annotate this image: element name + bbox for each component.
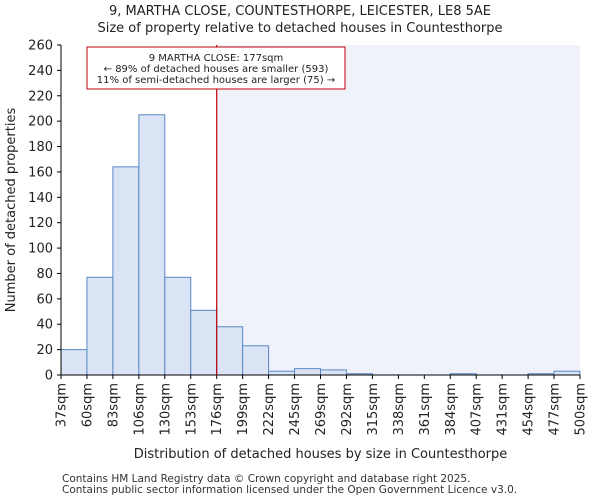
x-tick-label: 176sqm bbox=[210, 383, 225, 436]
annotation-box bbox=[86, 46, 346, 90]
annotation-line-2: ← 89% of detached houses are smaller (59… bbox=[104, 64, 329, 75]
x-tick-label: 384sqm bbox=[444, 383, 459, 436]
y-tick-label: 180 bbox=[28, 140, 53, 155]
y-tick-label: 200 bbox=[28, 115, 53, 130]
x-tick-label: 477sqm bbox=[548, 383, 563, 436]
bar-83sqm bbox=[112, 166, 140, 376]
y-tick-label: 80 bbox=[36, 267, 53, 282]
y-tick-label: 100 bbox=[28, 242, 53, 257]
bar-477sqm bbox=[553, 370, 581, 376]
x-tick-label: 500sqm bbox=[574, 383, 589, 436]
bar-269sqm bbox=[320, 369, 347, 376]
x-tick-label: 153sqm bbox=[184, 383, 199, 436]
x-tick-label: 315sqm bbox=[366, 383, 381, 436]
x-tick-label: 292sqm bbox=[340, 383, 355, 436]
x-tick-label: 454sqm bbox=[522, 383, 537, 436]
bar-106sqm bbox=[138, 114, 166, 376]
bar-60sqm bbox=[86, 276, 114, 376]
bar-199sqm bbox=[242, 345, 270, 376]
y-tick-label: 220 bbox=[28, 89, 53, 104]
x-tick-label: 361sqm bbox=[418, 383, 433, 436]
x-tick-label: 37sqm bbox=[55, 383, 70, 427]
y-tick-label: 40 bbox=[36, 318, 53, 333]
chart-title-address: 9, MARTHA CLOSE, COUNTESTHORPE, LEICESTE… bbox=[108, 4, 492, 19]
x-tick-label: 60sqm bbox=[80, 383, 95, 427]
y-tick-label: 160 bbox=[28, 165, 53, 180]
y-tick-label: 260 bbox=[28, 39, 53, 54]
annotation-line-1: 9 MARTHA CLOSE: 177sqm bbox=[149, 53, 284, 64]
x-tick-label: 431sqm bbox=[496, 383, 511, 436]
x-tick-label: 407sqm bbox=[470, 383, 485, 436]
bar-222sqm bbox=[268, 370, 296, 376]
bar-153sqm bbox=[190, 309, 218, 376]
bar-176sqm bbox=[216, 326, 244, 376]
x-axis-label: Distribution of detached houses by size … bbox=[134, 447, 508, 462]
x-tick-label: 338sqm bbox=[392, 383, 407, 436]
x-tick-label: 222sqm bbox=[262, 383, 277, 436]
footer-copyright: Contains HM Land Registry data © Crown c… bbox=[62, 473, 471, 485]
y-tick-label: 120 bbox=[28, 216, 53, 231]
y-axis: 0 20 40 60 80 100 120 140 160 180 200 220 240 260 bbox=[28, 39, 62, 384]
x-tick-label: 83sqm bbox=[106, 383, 121, 427]
x-tick-label: 245sqm bbox=[288, 383, 303, 436]
x-tick-label: 269sqm bbox=[314, 383, 329, 436]
chart-title: Size of property relative to detached ho… bbox=[97, 21, 503, 36]
bars-group bbox=[60, 114, 581, 376]
x-axis: 37sqm 60sqm 83sqm 106sqm 130sqm 153sqm 176sqm 1… bbox=[55, 374, 589, 436]
bar-37sqm bbox=[60, 349, 88, 376]
annotation-line-3: 11% of semi-detached houses are larger (… bbox=[97, 75, 335, 86]
bar-245sqm bbox=[294, 368, 321, 376]
x-tick-label: 106sqm bbox=[132, 383, 147, 436]
y-tick-label: 20 bbox=[36, 343, 53, 358]
y-tick-label: 240 bbox=[28, 64, 53, 79]
x-tick-label: 199sqm bbox=[236, 383, 251, 436]
footer-licence: Contains public sector information licen… bbox=[62, 484, 518, 496]
y-tick-label: 60 bbox=[36, 292, 53, 307]
x-tick-label: 130sqm bbox=[158, 383, 173, 436]
y-tick-label: 0 bbox=[45, 369, 53, 384]
marker-annotation: 9 MARTHA CLOSE: 177sqm← 89% of detached … bbox=[86, 46, 346, 90]
y-tick-label: 140 bbox=[28, 191, 53, 206]
highlight-region bbox=[216, 45, 580, 375]
bar-130sqm bbox=[164, 276, 192, 376]
y-axis-label: Number of detached properties bbox=[4, 108, 19, 313]
